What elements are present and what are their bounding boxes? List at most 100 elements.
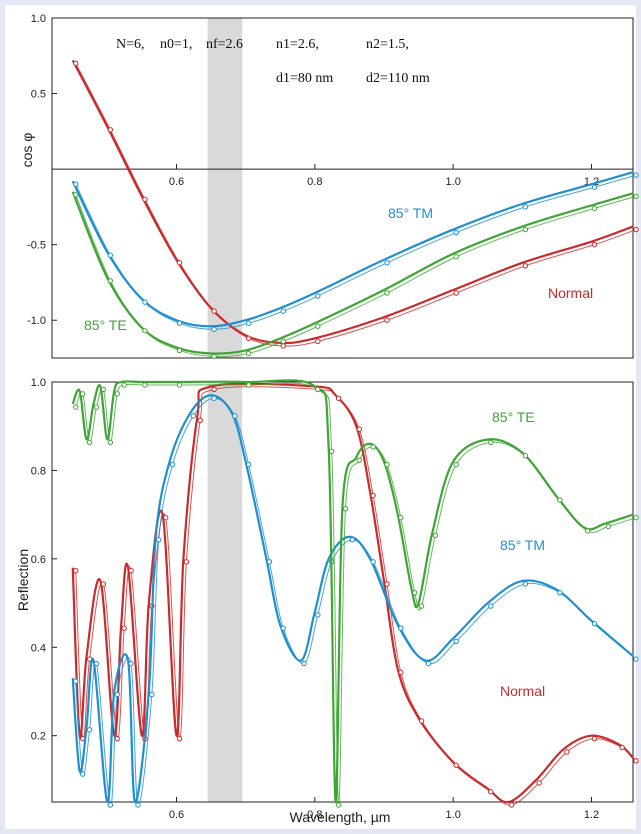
series-reference-line-tm	[75, 397, 637, 806]
data-point-tm	[280, 625, 286, 631]
data-point-te	[107, 278, 114, 284]
param-n-count: N=6,	[116, 37, 145, 52]
data-point-normal	[162, 514, 169, 521]
data-point-te	[633, 514, 639, 521]
data-point-tm	[190, 413, 197, 419]
data-point-normal	[536, 780, 542, 786]
data-point-te	[176, 382, 183, 388]
data-point-tm	[128, 660, 134, 667]
data-point-te	[73, 404, 79, 410]
data-point-tm	[591, 184, 598, 190]
data-point-normal	[591, 735, 598, 742]
data-point-te	[370, 444, 376, 450]
x-tick-label: 0.8	[307, 176, 322, 188]
data-point-te	[605, 523, 612, 530]
data-point-te	[211, 353, 217, 360]
top-ylabel: cos φ	[19, 133, 35, 168]
data-point-tm	[488, 603, 494, 609]
highlight-band-top	[207, 18, 243, 358]
data-point-te	[328, 448, 335, 455]
data-point-normal	[197, 417, 203, 424]
data-point-te	[522, 453, 529, 459]
bottom-ylabel: Reflection	[15, 549, 31, 611]
data-point-normal	[245, 335, 252, 342]
data-point-normal	[488, 789, 494, 795]
data-point-te	[73, 192, 79, 198]
y-tick-label: 0.6	[31, 554, 46, 566]
bottom-label-normal: Normal	[500, 683, 545, 699]
data-point-tm	[232, 413, 238, 419]
data-point-tm	[425, 660, 432, 667]
x-tick-label: 1.0	[446, 809, 461, 821]
param-d2: d2=110 nm	[366, 71, 430, 86]
data-point-normal	[335, 395, 342, 401]
data-point-tm	[453, 229, 459, 236]
data-point-te	[79, 391, 86, 397]
data-point-tm	[349, 537, 356, 543]
data-point-tm	[135, 802, 141, 808]
top-label-tm: 85° TM	[388, 205, 433, 221]
param-d1: d1=80 nm	[276, 71, 333, 86]
data-point-tm	[73, 181, 79, 187]
top-label-normal: Normal	[548, 285, 593, 301]
data-point-normal	[114, 735, 120, 742]
data-point-tm	[280, 308, 286, 314]
data-point-te	[245, 350, 252, 357]
data-point-normal	[211, 308, 217, 314]
data-point-te	[245, 382, 252, 388]
data-point-tm	[266, 559, 273, 565]
data-point-normal	[591, 241, 598, 248]
data-point-te	[100, 386, 107, 393]
data-point-normal	[315, 338, 321, 345]
data-point-tm	[107, 252, 114, 258]
data-point-normal	[384, 581, 390, 587]
data-point-te	[86, 439, 93, 446]
data-point-tm	[169, 461, 176, 468]
data-point-tm	[522, 581, 529, 587]
data-point-tm	[245, 320, 252, 326]
data-point-normal	[356, 426, 363, 432]
data-point-tm	[93, 660, 100, 667]
data-point-normal	[73, 60, 79, 67]
data-point-normal	[176, 735, 183, 742]
data-point-tm	[114, 691, 120, 698]
data-point-tm	[633, 172, 639, 178]
series-line-te	[71, 379, 634, 804]
data-point-normal	[398, 669, 404, 676]
data-point-tm	[453, 638, 459, 645]
data-point-normal	[211, 386, 217, 393]
data-point-te	[488, 439, 494, 446]
data-point-tm	[315, 293, 321, 299]
data-point-tm	[211, 326, 217, 332]
data-point-te	[522, 226, 529, 233]
data-point-tm	[633, 656, 639, 662]
y-tick-label: -0.5	[27, 240, 46, 252]
data-point-normal	[633, 758, 639, 764]
y-tick-label: 0.4	[31, 642, 46, 654]
data-point-normal	[522, 263, 529, 269]
data-point-te	[584, 528, 591, 534]
x-tick-label: 0.8	[307, 809, 322, 821]
data-point-normal	[128, 567, 134, 574]
data-point-tm	[384, 260, 390, 266]
y-tick-label: 0.8	[31, 465, 46, 477]
data-point-tm	[245, 461, 252, 468]
data-point-normal	[418, 718, 425, 724]
data-point-normal	[73, 567, 79, 574]
data-point-te	[398, 514, 404, 521]
data-point-te	[121, 382, 127, 388]
param-n2: n2=1.5,	[366, 37, 409, 52]
data-point-normal	[564, 749, 570, 755]
data-point-te	[384, 290, 390, 296]
data-point-normal	[280, 343, 286, 349]
data-point-tm	[73, 678, 79, 684]
data-point-te	[280, 338, 286, 345]
data-point-normal	[453, 762, 459, 768]
data-point-te	[633, 193, 639, 199]
data-point-te	[453, 254, 459, 260]
data-point-tm	[79, 771, 86, 777]
highlight-band-bottom	[207, 382, 243, 802]
data-point-te	[591, 205, 598, 212]
data-point-te	[342, 506, 349, 512]
top-label-te: 85° TE	[84, 317, 127, 333]
